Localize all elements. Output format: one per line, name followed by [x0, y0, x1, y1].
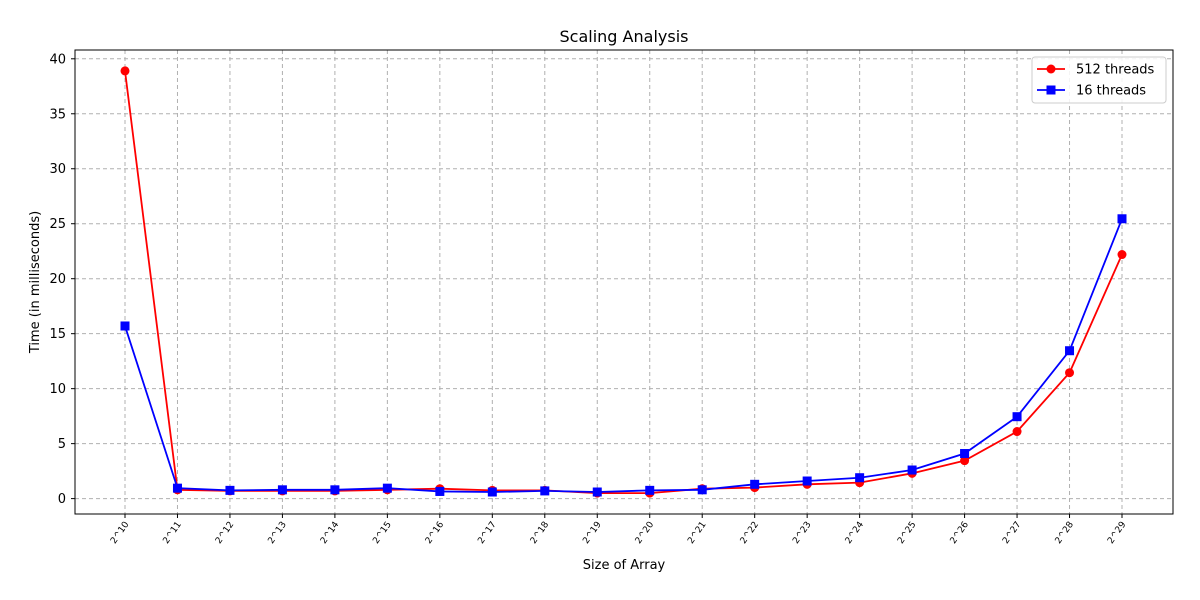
y-tick-label: 15	[49, 327, 66, 342]
data-point	[382, 483, 392, 493]
data-point	[1117, 250, 1127, 260]
series-line	[124, 218, 1123, 493]
y-axis-label: Time (in milliseconds)	[28, 211, 43, 354]
legend-marker	[1046, 85, 1056, 95]
y-tick-label: 20	[49, 272, 66, 287]
legend-label: 512 threads	[1076, 63, 1155, 78]
x-tick-label: 2^26	[949, 520, 972, 546]
x-axis: 2^10 2^11 2^12 2^13 2^14 2^15 2^16 2^17 2^18 2^19…	[109, 514, 1129, 546]
x-tick-label: 2^15	[371, 520, 393, 546]
x-tick-label: 2^22	[739, 520, 761, 546]
x-tick-label: 2^28	[1054, 520, 1077, 546]
data-point	[435, 486, 445, 496]
legend-item: 512 threads	[1037, 63, 1155, 78]
x-tick-label: 2^10	[109, 520, 132, 546]
data-point	[697, 485, 707, 495]
y-tick-label: 25	[49, 217, 66, 232]
data-point	[487, 487, 497, 497]
x-tick-label: 2^14	[319, 520, 342, 546]
data-point	[277, 485, 287, 495]
data-point	[330, 485, 340, 495]
data-point	[907, 465, 917, 475]
x-tick-label: 2^21	[686, 520, 708, 546]
series-1	[120, 66, 1127, 498]
y-tick-label: 30	[49, 162, 66, 177]
data-point	[960, 449, 970, 459]
x-tick-label: 2^12	[214, 520, 236, 546]
grid-lines	[75, 50, 1173, 514]
x-tick-label: 2^11	[162, 520, 184, 546]
data-point	[855, 473, 865, 483]
x-tick-label: 2^19	[581, 520, 604, 546]
data-point	[750, 479, 760, 489]
legend-label: 16 threads	[1076, 84, 1146, 99]
chart-title: Scaling Analysis	[560, 27, 689, 46]
data-point	[120, 66, 130, 76]
x-tick-label: 2^29	[1106, 520, 1129, 546]
data-point	[1012, 412, 1022, 422]
x-tick-label: 2^24	[844, 520, 867, 546]
plot-area	[74, 49, 1174, 515]
x-tick-label: 2^20	[634, 520, 657, 546]
x-tick-label: 2^27	[1001, 520, 1023, 546]
legend-box	[1031, 56, 1167, 104]
data-point	[592, 487, 602, 497]
y-tick-label: 35	[49, 107, 66, 122]
legend-item: 16 threads	[1037, 84, 1146, 99]
data-point	[1012, 427, 1022, 437]
data-point	[960, 456, 970, 466]
y-axis: 0 5 10 15 20 25 30 35 40	[49, 52, 75, 507]
x-tick-label: 2^23	[791, 520, 813, 546]
series-layer	[120, 66, 1127, 498]
x-tick-label: 2^13	[266, 520, 288, 546]
x-tick-label: 2^25	[896, 520, 918, 546]
y-tick-label: 10	[49, 382, 66, 397]
data-point	[645, 485, 655, 495]
data-point	[1117, 214, 1127, 224]
data-point	[1065, 346, 1075, 356]
y-tick-label: 0	[58, 492, 66, 507]
legend-marker	[1046, 64, 1056, 74]
y-tick-label: 5	[58, 437, 66, 452]
legend: 512 threads 16 threads	[1031, 56, 1167, 104]
x-tick-label: 2^18	[529, 520, 552, 546]
series-line	[124, 70, 1123, 495]
data-point	[802, 476, 812, 486]
data-point	[172, 483, 182, 493]
x-axis-label: Size of Array	[583, 558, 666, 573]
y-tick-label: 40	[49, 52, 66, 67]
data-point	[120, 321, 130, 331]
data-point	[1065, 368, 1075, 378]
data-point	[540, 486, 550, 496]
x-tick-label: 2^16	[424, 520, 447, 546]
data-point	[225, 485, 235, 495]
series-2	[120, 214, 1127, 497]
x-tick-label: 2^17	[476, 520, 498, 546]
